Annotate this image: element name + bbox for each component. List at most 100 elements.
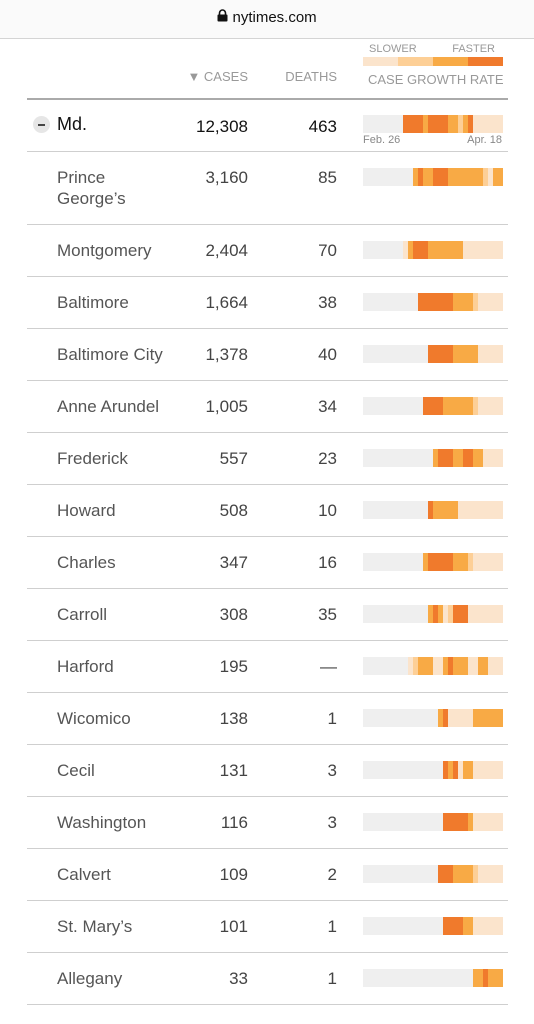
growth-strip [363,293,503,311]
growth-strip [363,241,503,259]
county-deaths: 1 [327,709,337,728]
growth-cell [498,761,503,779]
growth-cell [403,501,408,519]
growth-cell [473,761,478,779]
growth-cell [438,501,443,519]
growth-cell [378,553,383,571]
growth-cell [498,397,503,415]
growth-cell [433,709,438,727]
growth-cell [478,865,483,883]
growth-cell [378,657,383,675]
growth-cell [383,241,388,259]
county-row: Carroll 308 35 [27,589,508,641]
growth-cell [368,293,373,311]
growth-cell [383,345,388,363]
growth-cell [378,241,383,259]
growth-cell [478,449,483,467]
growth-cell [483,917,488,935]
growth-cell [463,605,468,623]
growth-cell [498,865,503,883]
growth-cell [493,813,498,831]
growth-cell [458,605,463,623]
county-cases: 557 [219,449,248,468]
growth-cell [458,397,463,415]
growth-strip [363,761,503,779]
url-bar[interactable]: nytimes.com [0,9,534,26]
county-cases: 3,160 [205,168,248,187]
growth-cell [418,657,423,675]
deaths-header[interactable]: DEATHS [285,69,337,84]
growth-cell [463,917,468,935]
growth-cell [468,917,473,935]
growth-cell [393,969,398,987]
growth-cell [473,115,478,133]
county-row: Allegany 33 1 [27,953,508,1005]
growth-cell [473,657,478,675]
growth-cell [413,553,418,571]
growth-cell [443,605,448,623]
county-deaths: 2 [327,865,337,884]
growth-cell [428,501,433,519]
cases-header[interactable]: ▼ CASES [187,69,248,84]
growth-cell [433,605,438,623]
growth-cell [478,709,483,727]
growth-cell [363,449,368,467]
growth-cell [373,345,378,363]
growth-cell [408,449,413,467]
growth-cell [493,969,498,987]
growth-cell [393,917,398,935]
growth-cell [408,241,413,259]
growth-cell [478,397,483,415]
growth-cell [423,397,428,415]
growth-cell [418,115,423,133]
growth-cell [453,657,458,675]
collapse-button[interactable] [33,116,50,133]
growth-cell [463,709,468,727]
growth-cell [448,345,453,363]
growth-cell [483,449,488,467]
growth-cell [458,293,463,311]
growth-cell [408,657,413,675]
growth-cell [373,115,378,133]
growth-cell [398,969,403,987]
growth-cell [483,709,488,727]
growth-cell [363,397,368,415]
growth-cell [418,969,423,987]
growth-cell [373,553,378,571]
growth-strip [363,397,503,415]
growth-cell [388,501,393,519]
growth-cell [458,865,463,883]
growth-cell [423,709,428,727]
growth-cell [438,449,443,467]
growth-cell [468,865,473,883]
growth-cell [418,293,423,311]
growth-cell [453,293,458,311]
growth-cell [458,917,463,935]
growth-cell [443,761,448,779]
growth-cell [423,761,428,779]
growth-cell [393,709,398,727]
growth-cell [458,345,463,363]
growth-cell [448,553,453,571]
growth-cell [388,813,393,831]
growth-cell [453,709,458,727]
growth-cell [463,345,468,363]
growth-cell [443,397,448,415]
growth-cell [438,397,443,415]
county-row: Wicomico 138 1 [27,693,508,745]
growth-cell [413,605,418,623]
growth-cell [383,605,388,623]
growth-cell [413,241,418,259]
growth-cell [383,917,388,935]
growth-cell [453,449,458,467]
growth-cell [463,397,468,415]
growth-cell [453,761,458,779]
county-cases: 195 [219,657,248,676]
growth-cell [428,168,433,186]
growth-cell [403,293,408,311]
growth-cell [443,241,448,259]
growth-strip [363,115,503,133]
growth-cell [433,345,438,363]
growth-strip [363,605,503,623]
county-row: St. Mary’s 101 1 [27,901,508,953]
